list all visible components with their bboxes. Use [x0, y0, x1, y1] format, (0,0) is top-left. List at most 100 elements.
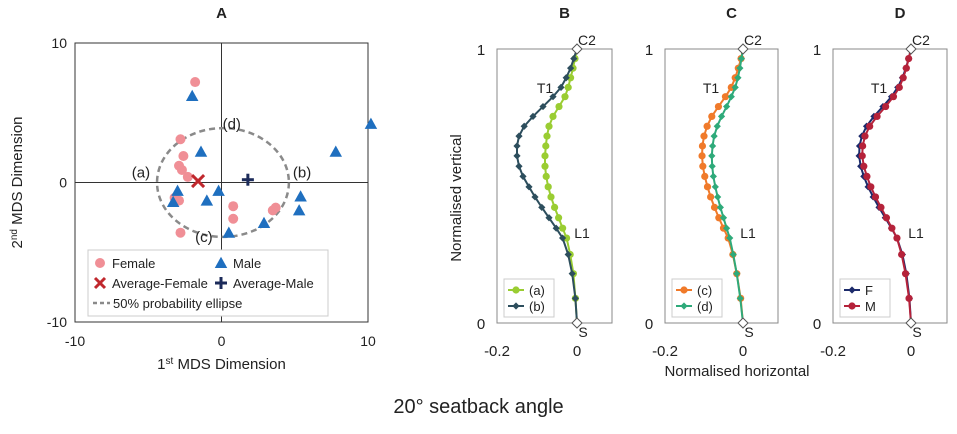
panel-c-s-marker: [737, 317, 749, 329]
panel-b-series-a-point: [543, 132, 551, 140]
point-male: [257, 216, 271, 228]
panel-b-series-a-point: [567, 74, 575, 82]
panel-a-x-tick-label: 0: [218, 333, 226, 349]
panel-d-series-m-point: [895, 83, 903, 91]
panel-c-series-d-point: [733, 270, 741, 278]
panel-c-series-c-point: [699, 162, 707, 170]
x-axis-label-superscript: st: [166, 356, 174, 367]
panel-b-x-tick-label: 0: [573, 343, 581, 360]
panel-b-series-b-point: [564, 250, 572, 259]
panel-b-series-a-point: [559, 224, 567, 232]
panel-c-series-d-point: [714, 193, 722, 201]
panel-c-legend: [671, 278, 723, 318]
panel-d-x-tick-label: -0.2: [820, 343, 846, 360]
panel-b-legend-marker: [512, 302, 520, 310]
panel-d-series-m-point: [882, 214, 891, 222]
panel-c-series-d-point: [734, 74, 742, 82]
panel-b-series-b-point: [557, 83, 565, 91]
panel-c-series-d-point: [729, 250, 737, 259]
panel-c-series-c-point: [698, 152, 706, 160]
panel-c-series-c-point: [700, 132, 708, 140]
point-female: [267, 205, 278, 216]
panel-b-s-marker: [571, 317, 583, 329]
panel-c-series-d-point: [736, 64, 744, 72]
panel-b-series-b-point: [545, 214, 553, 222]
legend-male-marker: [214, 256, 228, 268]
x-axis-label-normalised-horizontal: Normalised horizontal: [664, 363, 809, 380]
panel-d-series-m-point: [866, 122, 874, 130]
point-female: [228, 201, 239, 212]
panel-b-series-b-point: [513, 152, 521, 160]
panel-b: B -0.2 0 0 1 C2 T1 L1 S (a)(b): [477, 5, 613, 360]
panel-b-series-b-point: [571, 294, 579, 302]
panel-d-series-m-point: [860, 162, 868, 170]
panel-b-series-a-point: [555, 214, 563, 222]
point-female: [175, 227, 186, 238]
panel-d-series-m-point: [893, 234, 901, 242]
panel-b-series-b-point: [515, 162, 523, 170]
legend-average-male-marker: [215, 277, 227, 289]
panel-c-series-d-point: [727, 93, 735, 101]
panel-d-series-m-point: [867, 183, 875, 191]
panel-d-y-tick-label: 1: [813, 42, 821, 59]
panel-d-legend-label: M: [865, 299, 876, 314]
panel-b-series-b-point: [562, 74, 570, 82]
panel-b-series-a-point: [549, 112, 557, 121]
y-axis-label-text: MDS Dimension: [9, 117, 26, 230]
panel-c-legend-marker: [680, 286, 688, 294]
panel-b-label-t1: T1: [537, 80, 554, 96]
legend-average-male-label: Average-Male: [233, 276, 314, 291]
panel-d-c2-marker: [905, 43, 917, 55]
panel-d-label-s: S: [912, 324, 921, 340]
panel-b-series-a-point: [551, 203, 559, 211]
panel-d-legend-marker: [848, 302, 856, 310]
panel-b-x-tick-label: -0.2: [484, 343, 510, 360]
panel-b-series-a-point: [545, 122, 553, 130]
panel-d-s-marker: [905, 317, 917, 329]
panel-c: C -0.2 0 0 1 Normalised horizontal C2 T1 L1 S (c)(…: [645, 5, 810, 380]
y-axis-label-number: 2: [9, 240, 26, 248]
panel-c-series-d-point: [716, 203, 724, 211]
panel-c-label-c2: C2: [744, 32, 762, 48]
point-female: [178, 150, 189, 161]
panel-c-series-d-point: [723, 224, 731, 232]
panel-d-y-tick-label: 0: [813, 316, 821, 333]
panel-d-series-m-point: [882, 102, 890, 111]
panel-a-y-axis-label: 2nd MDS Dimension: [9, 117, 27, 249]
panel-a-x-tick-label: -10: [65, 333, 85, 349]
legend-average-female-marker-stroke-2: [93, 276, 107, 290]
panel-b-series-a-point: [544, 183, 552, 191]
panel-d-series-m-point: [877, 203, 885, 211]
panel-c-series-d-point: [726, 234, 734, 242]
panel-c-series-d-point: [708, 142, 717, 150]
panel-c-series-d-point: [711, 183, 719, 191]
panel-b-series-a-point: [542, 142, 550, 150]
panel-c-series-d-point: [708, 152, 716, 160]
panel-c-series-d-point: [717, 112, 726, 121]
point-male: [185, 89, 199, 102]
panel-b-series-b-point: [538, 203, 546, 211]
panel-b-label-s: S: [578, 324, 587, 340]
panel-d-label-c2: C2: [912, 32, 930, 48]
panel-b-legend: [503, 278, 555, 318]
point-male: [200, 194, 214, 206]
panel-a-annotation: (a): [132, 165, 150, 182]
panel-c-legend-label: (c): [697, 283, 712, 298]
panel-b-series-a-point: [541, 152, 549, 160]
point-female: [190, 77, 201, 88]
point-male: [329, 145, 343, 157]
panel-c-series-d-point: [713, 122, 721, 130]
panel-b-series-b-point: [525, 183, 533, 191]
panel-c-series-d-point: [708, 162, 716, 170]
panel-d-series-m-point: [905, 294, 913, 302]
panel-a-annotation: (b): [293, 165, 311, 182]
panel-b-label-l1: L1: [574, 225, 590, 241]
panel-b-series-b-point: [531, 193, 539, 201]
panel-c-series-d-point: [723, 102, 731, 111]
panel-d-legend: [839, 278, 891, 318]
panel-b-series-b-point: [568, 270, 576, 278]
panel-c-label-l1: L1: [740, 225, 756, 241]
panel-d-label-t1: T1: [871, 80, 888, 96]
